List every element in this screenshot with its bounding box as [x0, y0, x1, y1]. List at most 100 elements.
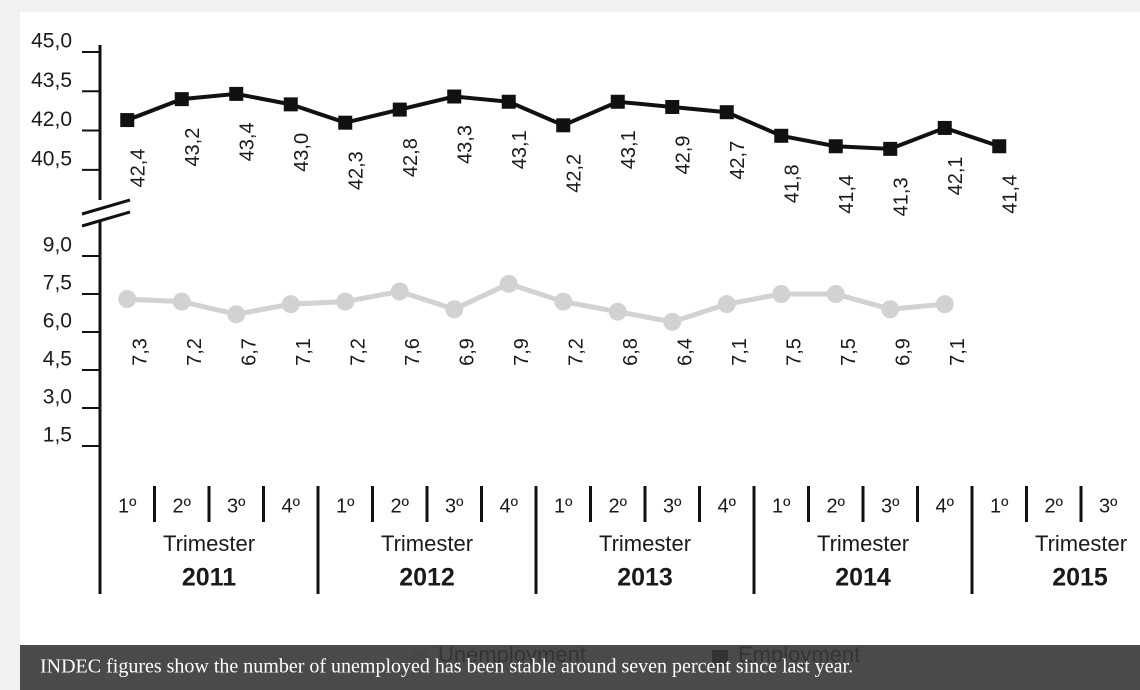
- x-tick-label: 2º: [173, 495, 192, 517]
- data-point: [281, 295, 300, 314]
- data-label: 42,2: [564, 154, 586, 193]
- x-tick-label: 1º: [772, 495, 791, 517]
- data-label: 7,2: [348, 338, 370, 366]
- group-label: 2013: [617, 564, 673, 592]
- data-point: [283, 97, 298, 112]
- data-label: 43,0: [291, 133, 313, 172]
- data-point: [826, 285, 845, 303]
- group-sublabel: Trimester: [817, 531, 909, 556]
- x-tick-label: 2º: [1045, 495, 1064, 517]
- x-tick-label: 1º: [336, 495, 355, 517]
- x-tick-label: 4º: [282, 495, 301, 517]
- data-point: [935, 295, 954, 314]
- group-sublabel: Trimester: [599, 531, 691, 556]
- data-label: 6,4: [675, 338, 697, 366]
- data-point: [392, 102, 407, 117]
- x-tick-label: 3º: [227, 495, 246, 517]
- group-label: 2014: [835, 564, 891, 592]
- data-point: [499, 274, 518, 293]
- data-point: [828, 139, 843, 154]
- data-point: [445, 300, 464, 319]
- y-tick-label: 7,5: [43, 272, 72, 295]
- y-tick-label: 40,5: [31, 147, 72, 170]
- data-label: 42,3: [346, 151, 368, 190]
- group-label: 2011: [182, 564, 236, 592]
- plot: 1,5 3,0 4,5 6,0 7,5 9,0 40,5 42,0 43,5 45,0 1º 2º 3º…: [31, 30, 1127, 594]
- caption-bar: [20, 645, 1140, 690]
- caption: INDEC figures show the number of unemplo…: [40, 656, 853, 678]
- data-point: [172, 292, 191, 311]
- data-point: [501, 94, 516, 109]
- group-label: 2015: [1052, 564, 1108, 592]
- x-tick-label: 4º: [500, 495, 519, 517]
- data-point: [229, 86, 244, 101]
- x-tick-label: 3º: [1099, 495, 1118, 517]
- group-sublabel: Trimester: [1035, 531, 1127, 556]
- series-line: [127, 281, 945, 325]
- data-label: 43,2: [182, 128, 204, 167]
- data-point: [554, 292, 573, 311]
- data-label: 43,4: [237, 122, 259, 161]
- data-label: 41,8: [782, 164, 804, 203]
- group-sublabel: Trimester: [163, 531, 255, 556]
- data-label: 41,4: [836, 175, 858, 214]
- x-tick-label: 2º: [609, 495, 628, 517]
- y-tick-label: 6,0: [43, 310, 72, 333]
- data-point: [937, 120, 952, 135]
- data-label: 42,8: [400, 138, 422, 177]
- data-point: [118, 290, 137, 309]
- data-point: [174, 92, 189, 107]
- y-tick-label: 3,0: [43, 386, 72, 409]
- group-sublabel: Trimester: [381, 531, 473, 556]
- data-label: 6,9: [457, 338, 479, 366]
- data-label: 42,9: [673, 136, 695, 175]
- data-point: [772, 285, 791, 303]
- data-label: 7,6: [402, 338, 424, 366]
- x-tick-label: 3º: [663, 495, 682, 517]
- data-point: [227, 305, 246, 324]
- data-label: 7,5: [838, 338, 860, 366]
- data-point: [774, 128, 789, 143]
- x-tick-label: 1º: [118, 495, 137, 517]
- data-label: 7,2: [184, 338, 206, 366]
- data-point: [447, 89, 462, 104]
- data-point: [338, 115, 353, 130]
- y-tick-label: 42,0: [31, 108, 72, 131]
- data-label: 42,4: [128, 149, 150, 188]
- data-label: 7,2: [566, 338, 588, 366]
- data-point: [610, 94, 625, 109]
- data-point: [390, 282, 409, 301]
- data-point: [663, 312, 682, 331]
- data-label: 7,1: [293, 338, 315, 366]
- data-label: 6,8: [620, 338, 642, 366]
- data-label: 7,1: [947, 338, 969, 366]
- data-label: 42,1: [945, 156, 967, 195]
- data-point: [608, 302, 627, 321]
- data-label: 41,3: [891, 177, 913, 216]
- data-point: [665, 99, 680, 114]
- y-tick-label: 43,5: [31, 69, 72, 92]
- x-tick-label: 1º: [554, 495, 573, 517]
- data-point: [336, 292, 355, 311]
- data-point: [717, 295, 736, 314]
- y-tick-label: 45,0: [31, 30, 72, 53]
- axis-break: [81, 210, 131, 228]
- data-point: [992, 139, 1007, 154]
- data-label: 7,1: [729, 338, 751, 366]
- data-label: 43,3: [455, 125, 477, 164]
- x-tick-label: 3º: [881, 495, 900, 517]
- y-tick-label: 9,0: [43, 234, 72, 257]
- y-tick-label: 1,5: [43, 424, 72, 447]
- data-point: [719, 105, 734, 120]
- data-point: [881, 300, 900, 319]
- data-label: 42,7: [727, 141, 749, 180]
- x-tick-label: 4º: [718, 495, 737, 517]
- data-point: [883, 141, 898, 156]
- x-tick-label: 1º: [990, 495, 1009, 517]
- data-label: 43,1: [618, 130, 640, 169]
- data-label: 7,5: [784, 338, 806, 366]
- data-label: 7,3: [130, 338, 152, 366]
- data-label: 7,9: [511, 338, 533, 366]
- data-label: 43,1: [509, 130, 531, 169]
